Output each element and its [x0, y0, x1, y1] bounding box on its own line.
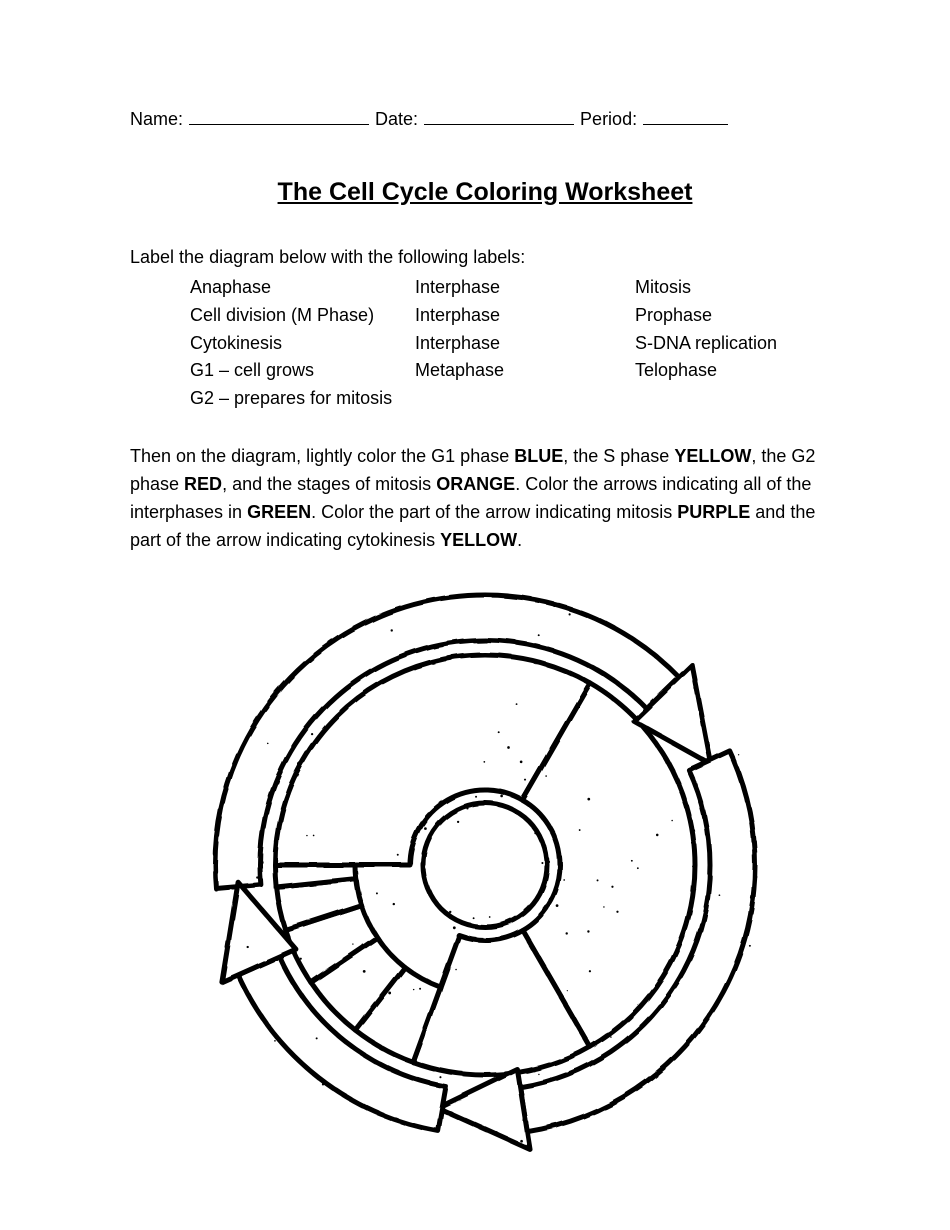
label-item: Cytokinesis — [190, 330, 415, 358]
label-col-2: Interphase Interphase Interphase Metapha… — [415, 274, 635, 413]
period-label: Period: — [580, 109, 637, 130]
label-item: G2 – prepares for mitosis — [190, 385, 415, 413]
cycle-diagram-svg — [195, 575, 775, 1155]
coloring-instructions: Then on the diagram, lightly color the G… — [130, 443, 840, 555]
label-item: Interphase — [415, 302, 635, 330]
label-columns: Anaphase Cell division (M Phase) Cytokin… — [190, 274, 840, 413]
label-item: Telophase — [635, 357, 840, 385]
label-item: Interphase — [415, 274, 635, 302]
label-item: Prophase — [635, 302, 840, 330]
label-item: Metaphase — [415, 357, 635, 385]
cell-cycle-diagram — [130, 575, 840, 1155]
label-item: S-DNA replication — [635, 330, 840, 358]
label-col-1: Anaphase Cell division (M Phase) Cytokin… — [190, 274, 415, 413]
label-item: Cell division (M Phase) — [190, 302, 415, 330]
header-line: Name: Date: Period: — [130, 105, 840, 130]
instruction-text: Label the diagram below with the followi… — [130, 247, 840, 268]
page-title: The Cell Cycle Coloring Worksheet — [130, 178, 840, 207]
period-blank[interactable] — [643, 105, 728, 125]
label-col-3: Mitosis Prophase S-DNA replication Telop… — [635, 274, 840, 413]
label-item: Interphase — [415, 330, 635, 358]
label-item: G1 – cell grows — [190, 357, 415, 385]
label-item: Anaphase — [190, 274, 415, 302]
date-label: Date: — [375, 109, 418, 130]
name-label: Name: — [130, 109, 183, 130]
date-blank[interactable] — [424, 105, 574, 125]
name-blank[interactable] — [189, 105, 369, 125]
label-item: Mitosis — [635, 274, 840, 302]
